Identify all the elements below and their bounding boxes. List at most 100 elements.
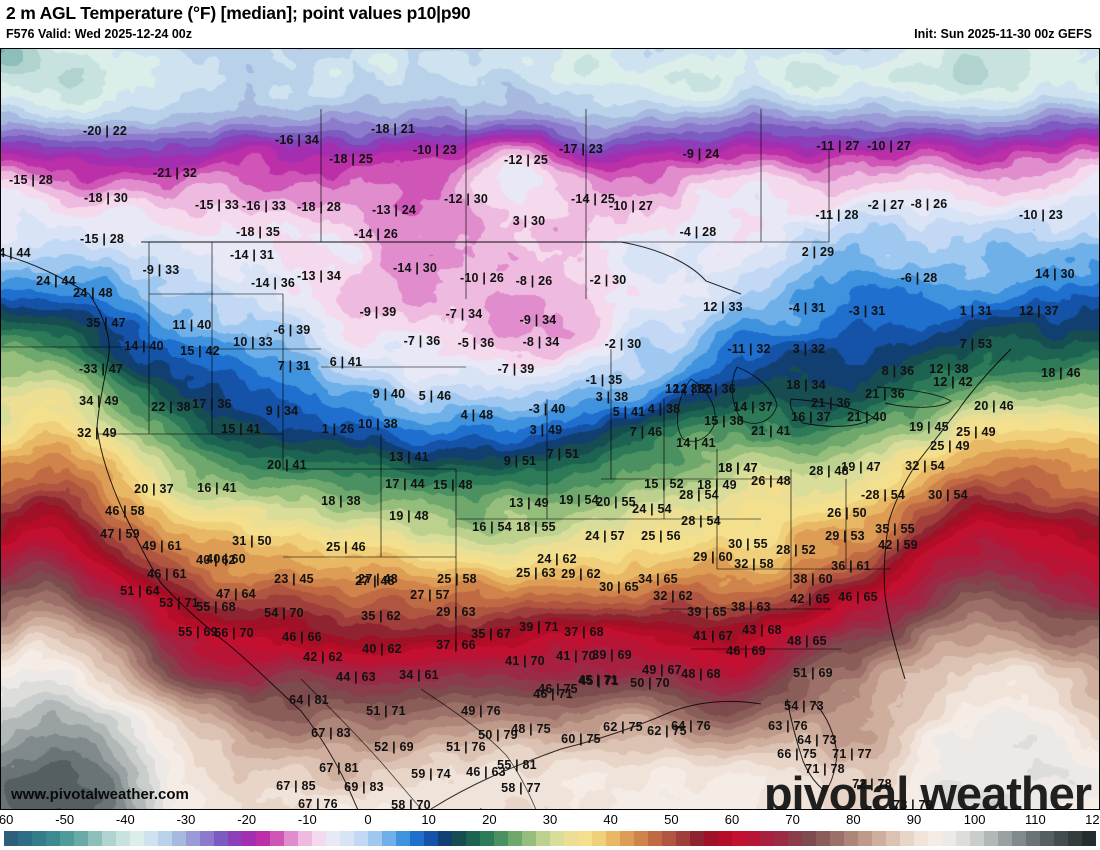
map-viewport[interactable]: -20 | 22 -15 | 28 -18 | 30 -21 | 32 -15 | 33… bbox=[0, 48, 1100, 810]
colorbar-swatch bbox=[536, 831, 550, 846]
point-value-label: 35 | 62 bbox=[361, 608, 401, 623]
point-value-label: -11 | 27 bbox=[816, 138, 860, 153]
point-value-label: 37 | 66 bbox=[436, 637, 476, 652]
colorbar-swatch bbox=[18, 831, 32, 846]
point-value-label: 29 | 63 bbox=[436, 604, 476, 619]
point-value-label: 30 | 65 bbox=[599, 579, 639, 594]
point-value-label: -16 | 34 bbox=[274, 132, 320, 147]
point-value-label: 17 | 36 bbox=[192, 396, 232, 411]
site-url-watermark: www.pivotalweather.com bbox=[11, 786, 189, 803]
point-value-label: 21 | 40 bbox=[847, 409, 887, 424]
colorbar-swatch bbox=[690, 831, 704, 846]
point-value-label: 30 | 55 bbox=[728, 536, 768, 551]
colorbar-swatch bbox=[1068, 831, 1082, 846]
point-value-label: 15 | 38 bbox=[704, 413, 744, 428]
point-value-label: 7 | 31 bbox=[277, 358, 311, 373]
colorbar-swatch bbox=[494, 831, 508, 846]
point-value-label: 12 | 36 bbox=[665, 381, 705, 396]
point-value-label: 5 | 46 bbox=[418, 388, 452, 403]
point-value-label: 51 | 64 bbox=[120, 583, 160, 598]
point-value-label: 41 | 70 bbox=[505, 653, 545, 668]
point-value-label: 34 | 49 bbox=[79, 393, 119, 408]
point-value-label: 51 | 76 bbox=[446, 739, 486, 754]
point-value-label: 41 | 67 bbox=[693, 628, 733, 643]
colorbar-tick: 100 bbox=[963, 812, 986, 827]
point-value-label: 46 | 63 bbox=[466, 764, 506, 779]
colorbar-swatch bbox=[858, 831, 872, 846]
point-value-label: -2 | 30 bbox=[589, 272, 627, 287]
point-value-label: -5 | 36 bbox=[457, 335, 495, 350]
point-value-label: 39 | 71 bbox=[519, 619, 559, 634]
point-value-label: 38 | 63 bbox=[731, 599, 771, 614]
colorbar-swatch bbox=[158, 831, 172, 846]
point-value-label: 2 | 29 bbox=[801, 244, 835, 259]
point-value-label: -2 | 27 bbox=[867, 197, 905, 212]
point-value-label: 24 | 48 bbox=[73, 285, 113, 300]
point-value-label: -10 | 26 bbox=[459, 270, 505, 285]
point-value-label: -7 | 36 bbox=[403, 333, 441, 348]
colorbar-swatch bbox=[746, 831, 760, 846]
colorbar-swatch bbox=[844, 831, 858, 846]
colorbar-swatch bbox=[676, 831, 690, 846]
colorbar-swatch bbox=[928, 831, 942, 846]
point-value-label: 4 | 38 bbox=[647, 401, 681, 416]
point-value-label: 41 | 70 bbox=[556, 648, 596, 663]
point-value-label: 14 | 30 bbox=[1035, 266, 1075, 281]
colorbar-gradient bbox=[4, 831, 1096, 846]
point-value-label: 12 | 42 bbox=[933, 374, 973, 389]
point-value-label: 18 | 38 bbox=[321, 493, 361, 508]
point-value-label: 27 | 57 bbox=[410, 587, 450, 602]
point-value-label: 56 | 70 bbox=[214, 625, 254, 640]
point-value-label: 42 | 65 bbox=[790, 591, 830, 606]
colorbar-swatch bbox=[900, 831, 914, 846]
point-value-label: 71 | 77 bbox=[832, 746, 872, 761]
colorbar-tick: -30 bbox=[176, 812, 196, 827]
colorbar-swatch bbox=[508, 831, 522, 846]
colorbar-swatch bbox=[228, 831, 242, 846]
colorbar-swatch bbox=[970, 831, 984, 846]
colorbar-tick: 70 bbox=[785, 812, 800, 827]
point-value-label: 7 | 53 bbox=[959, 336, 993, 351]
colorbar-swatch bbox=[424, 831, 438, 846]
point-value-label: -4 | 31 bbox=[788, 300, 826, 315]
point-value-label: -10 | 27 bbox=[608, 198, 654, 213]
point-value-label: 32 | 49 bbox=[77, 425, 117, 440]
colorbar-swatch bbox=[522, 831, 536, 846]
point-value-label: -33 | 47 bbox=[78, 361, 124, 376]
point-value-label: 23 | 45 bbox=[274, 571, 314, 586]
point-value-label: 18 | 55 bbox=[516, 519, 556, 534]
colorbar-tick-labels: -60 -50 -40 -30 -20 -10 0 10 20 30 40 50 60 70 80 90 100… bbox=[0, 812, 1100, 829]
colorbar-tick: -40 bbox=[115, 812, 135, 827]
colorbar[interactable]: -60 -50 -40 -30 -20 -10 0 10 20 30 40 50 60 70 80 90 100… bbox=[0, 812, 1100, 850]
point-value-label: -10 | 23 bbox=[1018, 207, 1064, 222]
point-value-label: 24 | 62 bbox=[537, 551, 577, 566]
point-value-label: 69 | 83 bbox=[344, 779, 384, 794]
colorbar-swatch bbox=[480, 831, 494, 846]
point-value-label: 49 | 61 bbox=[142, 538, 182, 553]
temperature-field-canvas bbox=[1, 49, 1099, 809]
point-value-label: -18 | 30 bbox=[83, 190, 129, 205]
point-value-label: 24 | 57 bbox=[585, 528, 625, 543]
colorbar-swatch bbox=[956, 831, 970, 846]
page-title: 2 m AGL Temperature (°F) [median]; point… bbox=[6, 3, 471, 23]
point-value-label: -15 | 28 bbox=[8, 172, 54, 187]
point-value-label: 39 | 69 bbox=[592, 647, 632, 662]
point-value-label: 46 | 65 bbox=[838, 589, 878, 604]
point-value-label: 19 | 48 bbox=[389, 508, 429, 523]
point-value-label: 25 | 56 bbox=[641, 528, 681, 543]
point-value-label: 7 | 46 bbox=[629, 424, 663, 439]
colorbar-swatch bbox=[354, 831, 368, 846]
point-value-label: 32 | 54 bbox=[905, 458, 945, 473]
point-value-label: 39 | 65 bbox=[687, 604, 727, 619]
point-value-label: 20 | 41 bbox=[267, 457, 307, 472]
point-value-label: -12 | 25 bbox=[503, 152, 549, 167]
point-value-label: -10 | 23 bbox=[412, 142, 458, 157]
colorbar-swatch bbox=[60, 831, 74, 846]
point-value-label: 49 | 76 bbox=[461, 703, 501, 718]
point-value-label: -14 | 30 bbox=[392, 260, 438, 275]
point-value-label: 40 | 60 bbox=[206, 551, 246, 566]
colorbar-tick: 10 bbox=[421, 812, 436, 827]
point-value-label: 67 | 81 bbox=[319, 760, 359, 775]
point-value-label: 15 | 52 bbox=[644, 476, 684, 491]
point-value-label: 46 | 69 bbox=[726, 643, 766, 658]
